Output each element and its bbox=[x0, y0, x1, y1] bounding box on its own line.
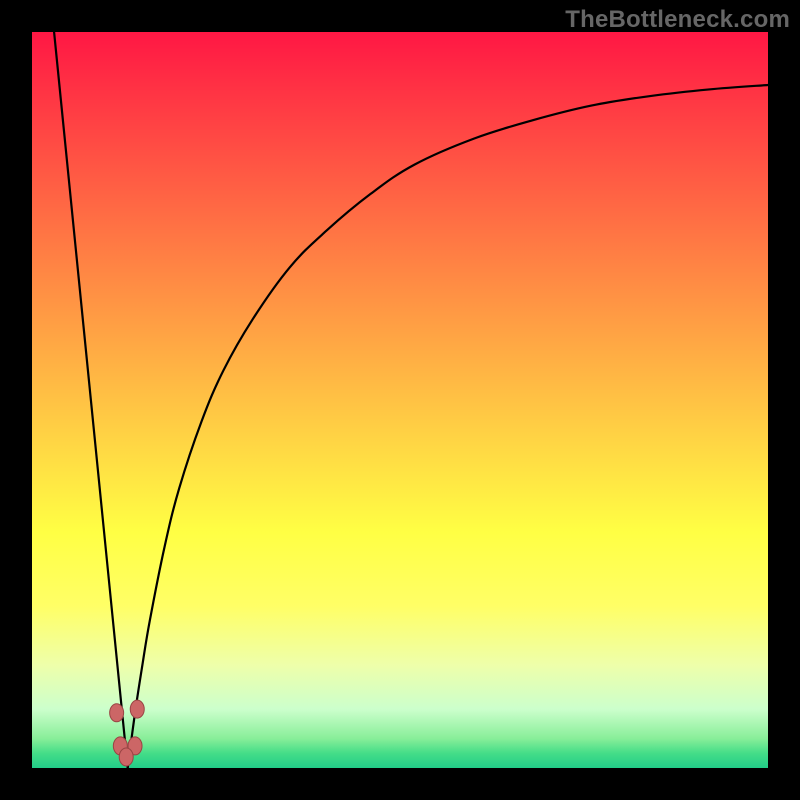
curve-left-branch bbox=[54, 32, 128, 768]
curve-right-branch bbox=[128, 85, 768, 768]
watermark-text: TheBottleneck.com bbox=[565, 6, 790, 34]
viewport: TheBottleneck.com bbox=[0, 0, 800, 800]
data-marker bbox=[119, 748, 133, 766]
plot-area bbox=[32, 32, 768, 768]
data-marker bbox=[110, 704, 124, 722]
plot-overlay bbox=[32, 32, 768, 768]
data-marker bbox=[130, 700, 144, 718]
